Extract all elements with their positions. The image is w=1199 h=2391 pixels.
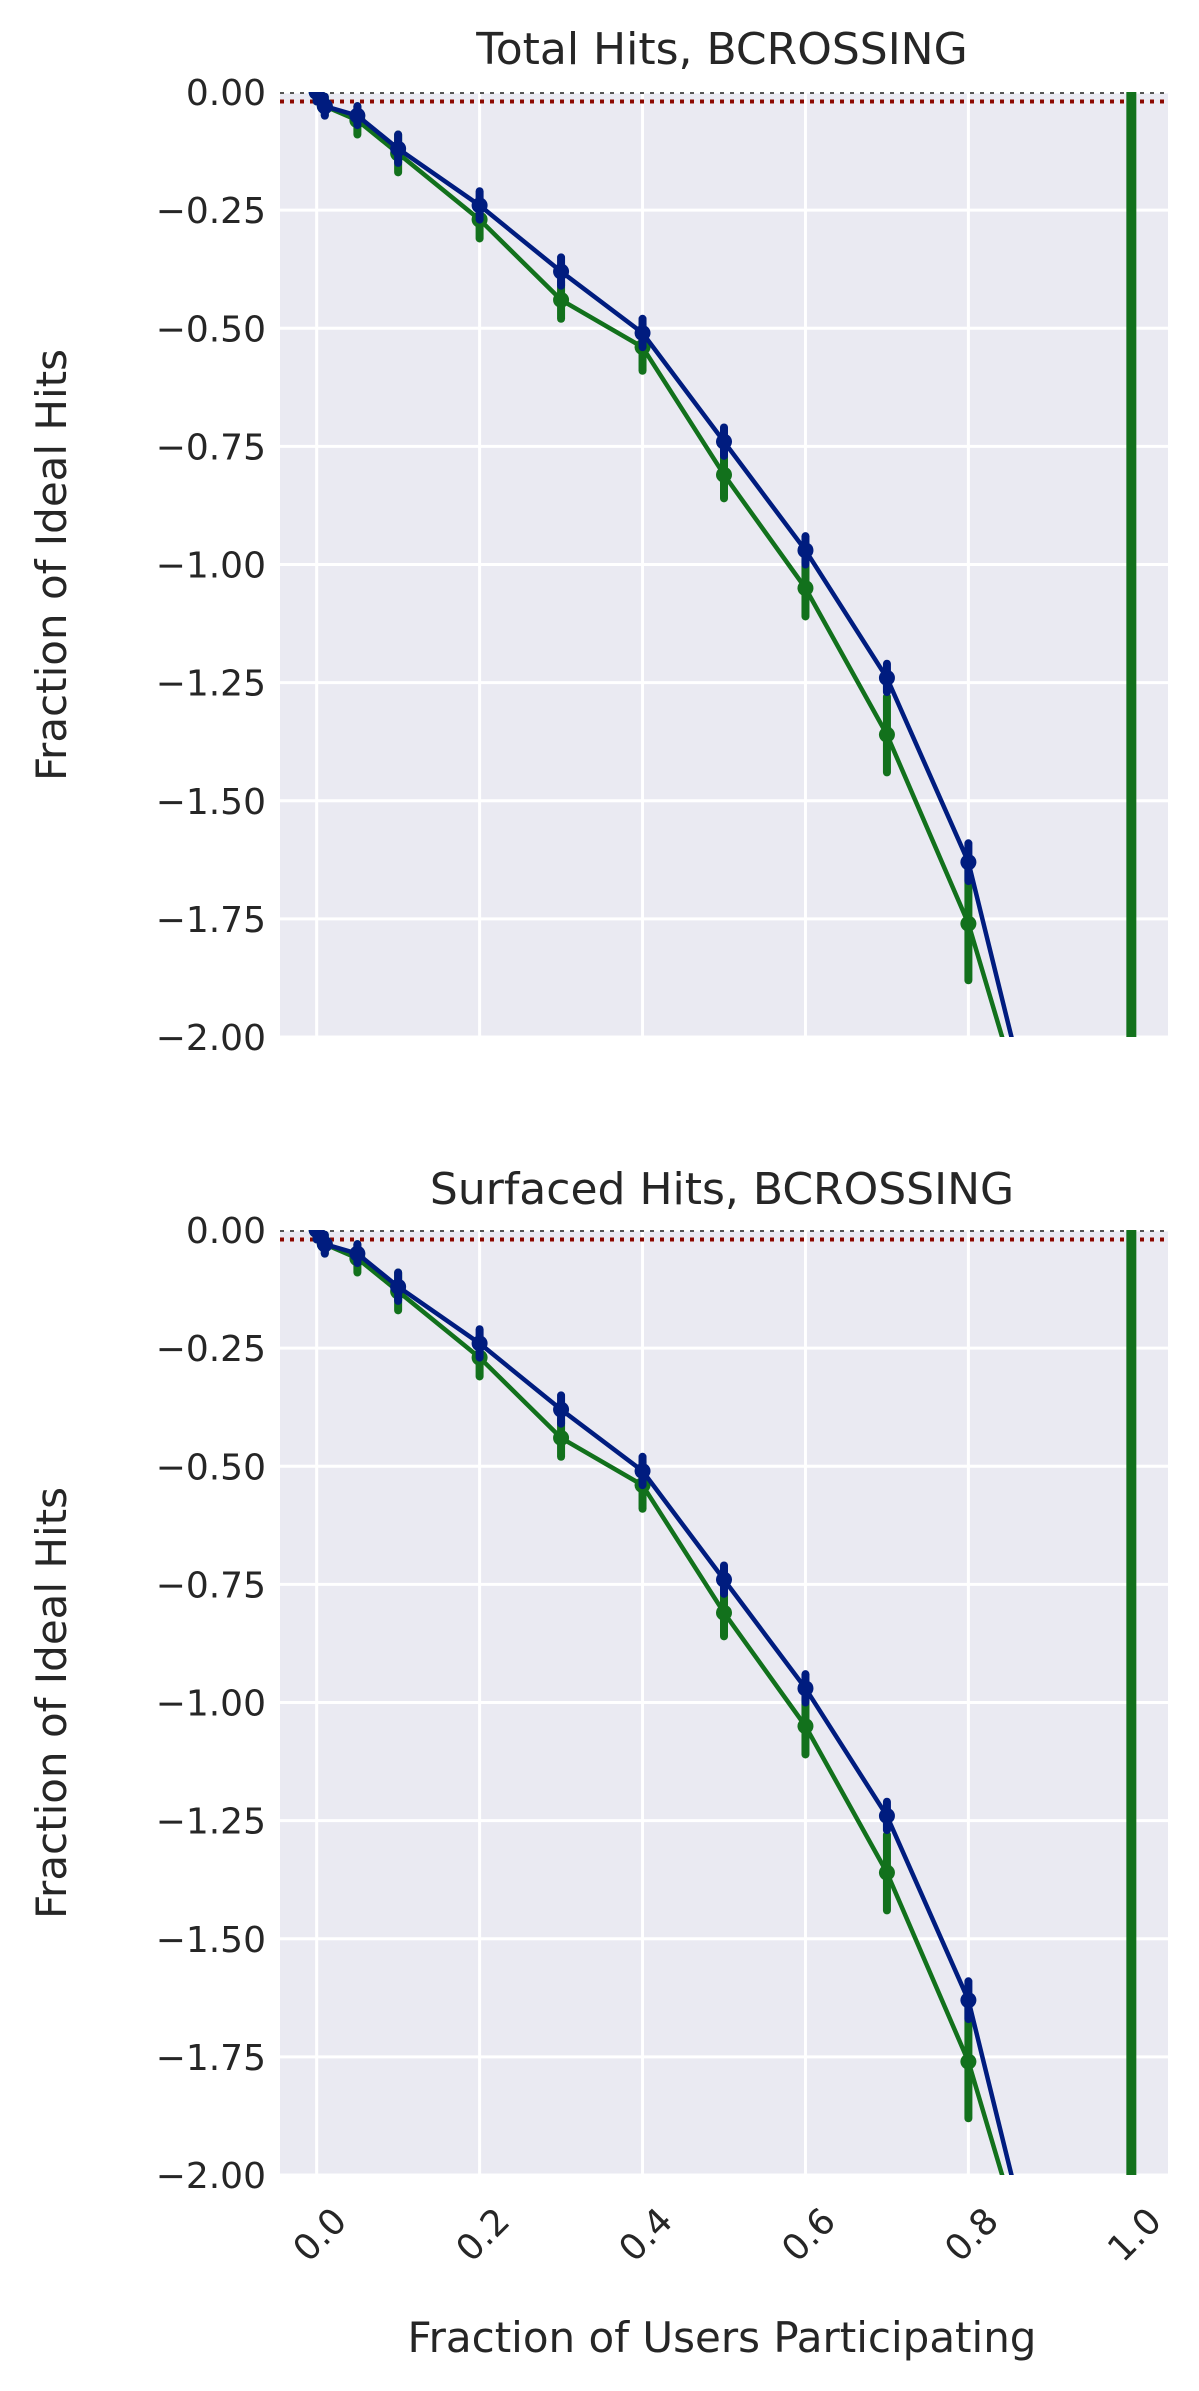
y-tick-label: −0.50 xyxy=(156,309,266,350)
y-tick-label: −0.25 xyxy=(156,1329,266,1370)
y-tick-label: −1.50 xyxy=(156,782,266,823)
y-axis-label: Fraction of Ideal Hits xyxy=(27,349,76,781)
reference-lines xyxy=(280,92,1168,1037)
y-tick-label: −2.00 xyxy=(156,2156,266,2197)
chart-total-hits: Total Hits, BCROSSING Fraction of Ideal … xyxy=(27,24,1168,1059)
data-point xyxy=(471,1335,488,1352)
plot-area xyxy=(280,92,1168,1037)
data-point xyxy=(878,1864,895,1881)
data-point xyxy=(308,1230,325,1238)
data-point xyxy=(960,2053,977,2070)
data-point xyxy=(797,1680,814,1697)
plot-area xyxy=(280,1230,1168,2175)
data-point xyxy=(878,1807,895,1824)
data-series xyxy=(308,92,1014,1037)
data-point xyxy=(797,580,814,597)
data-point xyxy=(716,1571,732,1588)
x-tick-label: 1.0 xyxy=(1100,2200,1169,2269)
data-point xyxy=(716,466,732,483)
chart-surfaced-hits: Surfaced Hits, BCROSSING Fraction of Ide… xyxy=(27,1164,1170,2362)
data-point xyxy=(349,1245,366,1262)
data-point xyxy=(553,263,570,280)
y-tick-label: −0.75 xyxy=(156,1565,266,1606)
data-point xyxy=(553,1401,570,1418)
data-point xyxy=(960,915,977,932)
data-point xyxy=(878,669,895,686)
y-tick-label: −2.00 xyxy=(156,1018,266,1059)
y-tick-label: −0.75 xyxy=(156,427,266,468)
y-tick-labels: 0.00 −0.25 −0.50 −0.75 −1.00 −1.25 −1.50 −1.75 −… xyxy=(156,73,266,1059)
reference-lines xyxy=(280,1230,1168,2175)
data-point xyxy=(553,291,570,308)
x-tick-label: 0.2 xyxy=(449,2200,518,2269)
data-point xyxy=(960,854,977,871)
y-tick-label: −0.25 xyxy=(156,191,266,232)
y-tick-label: −1.50 xyxy=(156,1920,266,1961)
data-point xyxy=(960,1992,977,2009)
x-tick-label: 0.0 xyxy=(286,2200,355,2269)
data-point xyxy=(316,1236,333,1253)
y-tick-label: 0.00 xyxy=(186,1211,266,1252)
series-1 xyxy=(308,1230,1014,2175)
data-point xyxy=(716,1604,732,1621)
data-point xyxy=(390,140,407,157)
data-point xyxy=(797,1718,814,1735)
data-point xyxy=(308,92,325,100)
data-point xyxy=(471,197,488,214)
data-point xyxy=(390,1278,407,1295)
y-tick-label: −1.00 xyxy=(156,1684,266,1725)
y-tick-label: −1.00 xyxy=(156,546,266,587)
chart-title: Total Hits, BCROSSING xyxy=(475,24,967,75)
y-tick-label: −1.75 xyxy=(156,900,266,941)
y-axis-label: Fraction of Ideal Hits xyxy=(27,1487,76,1919)
y-tick-label: −1.25 xyxy=(156,1802,266,1843)
x-tick-label: 0.4 xyxy=(612,2200,681,2269)
data-point xyxy=(553,1429,570,1446)
x-axis-label: Fraction of Users Participating xyxy=(408,2313,1037,2362)
chart-title: Surfaced Hits, BCROSSING xyxy=(430,1164,1014,1215)
data-point xyxy=(797,542,814,559)
series-1 xyxy=(308,92,1014,1037)
data-series xyxy=(308,1230,1014,2175)
y-tick-label: −1.25 xyxy=(156,664,266,705)
data-point xyxy=(316,98,333,115)
x-tick-label: 0.6 xyxy=(774,2200,843,2269)
data-point xyxy=(634,1462,651,1479)
x-tick-label: 0.8 xyxy=(937,2200,1006,2269)
y-tick-label: −0.50 xyxy=(156,1447,266,1488)
y-tick-label: −1.75 xyxy=(156,2038,266,2079)
data-point xyxy=(349,107,366,124)
data-point xyxy=(878,726,895,743)
y-tick-labels: 0.00 −0.25 −0.50 −0.75 −1.00 −1.25 −1.50 −1.75 −… xyxy=(156,1211,266,2197)
y-tick-label: 0.00 xyxy=(186,73,266,114)
x-tick-labels: 0.0 0.2 0.4 0.6 0.8 1.0 xyxy=(286,2200,1170,2269)
data-point xyxy=(634,324,651,341)
data-point xyxy=(716,433,732,450)
